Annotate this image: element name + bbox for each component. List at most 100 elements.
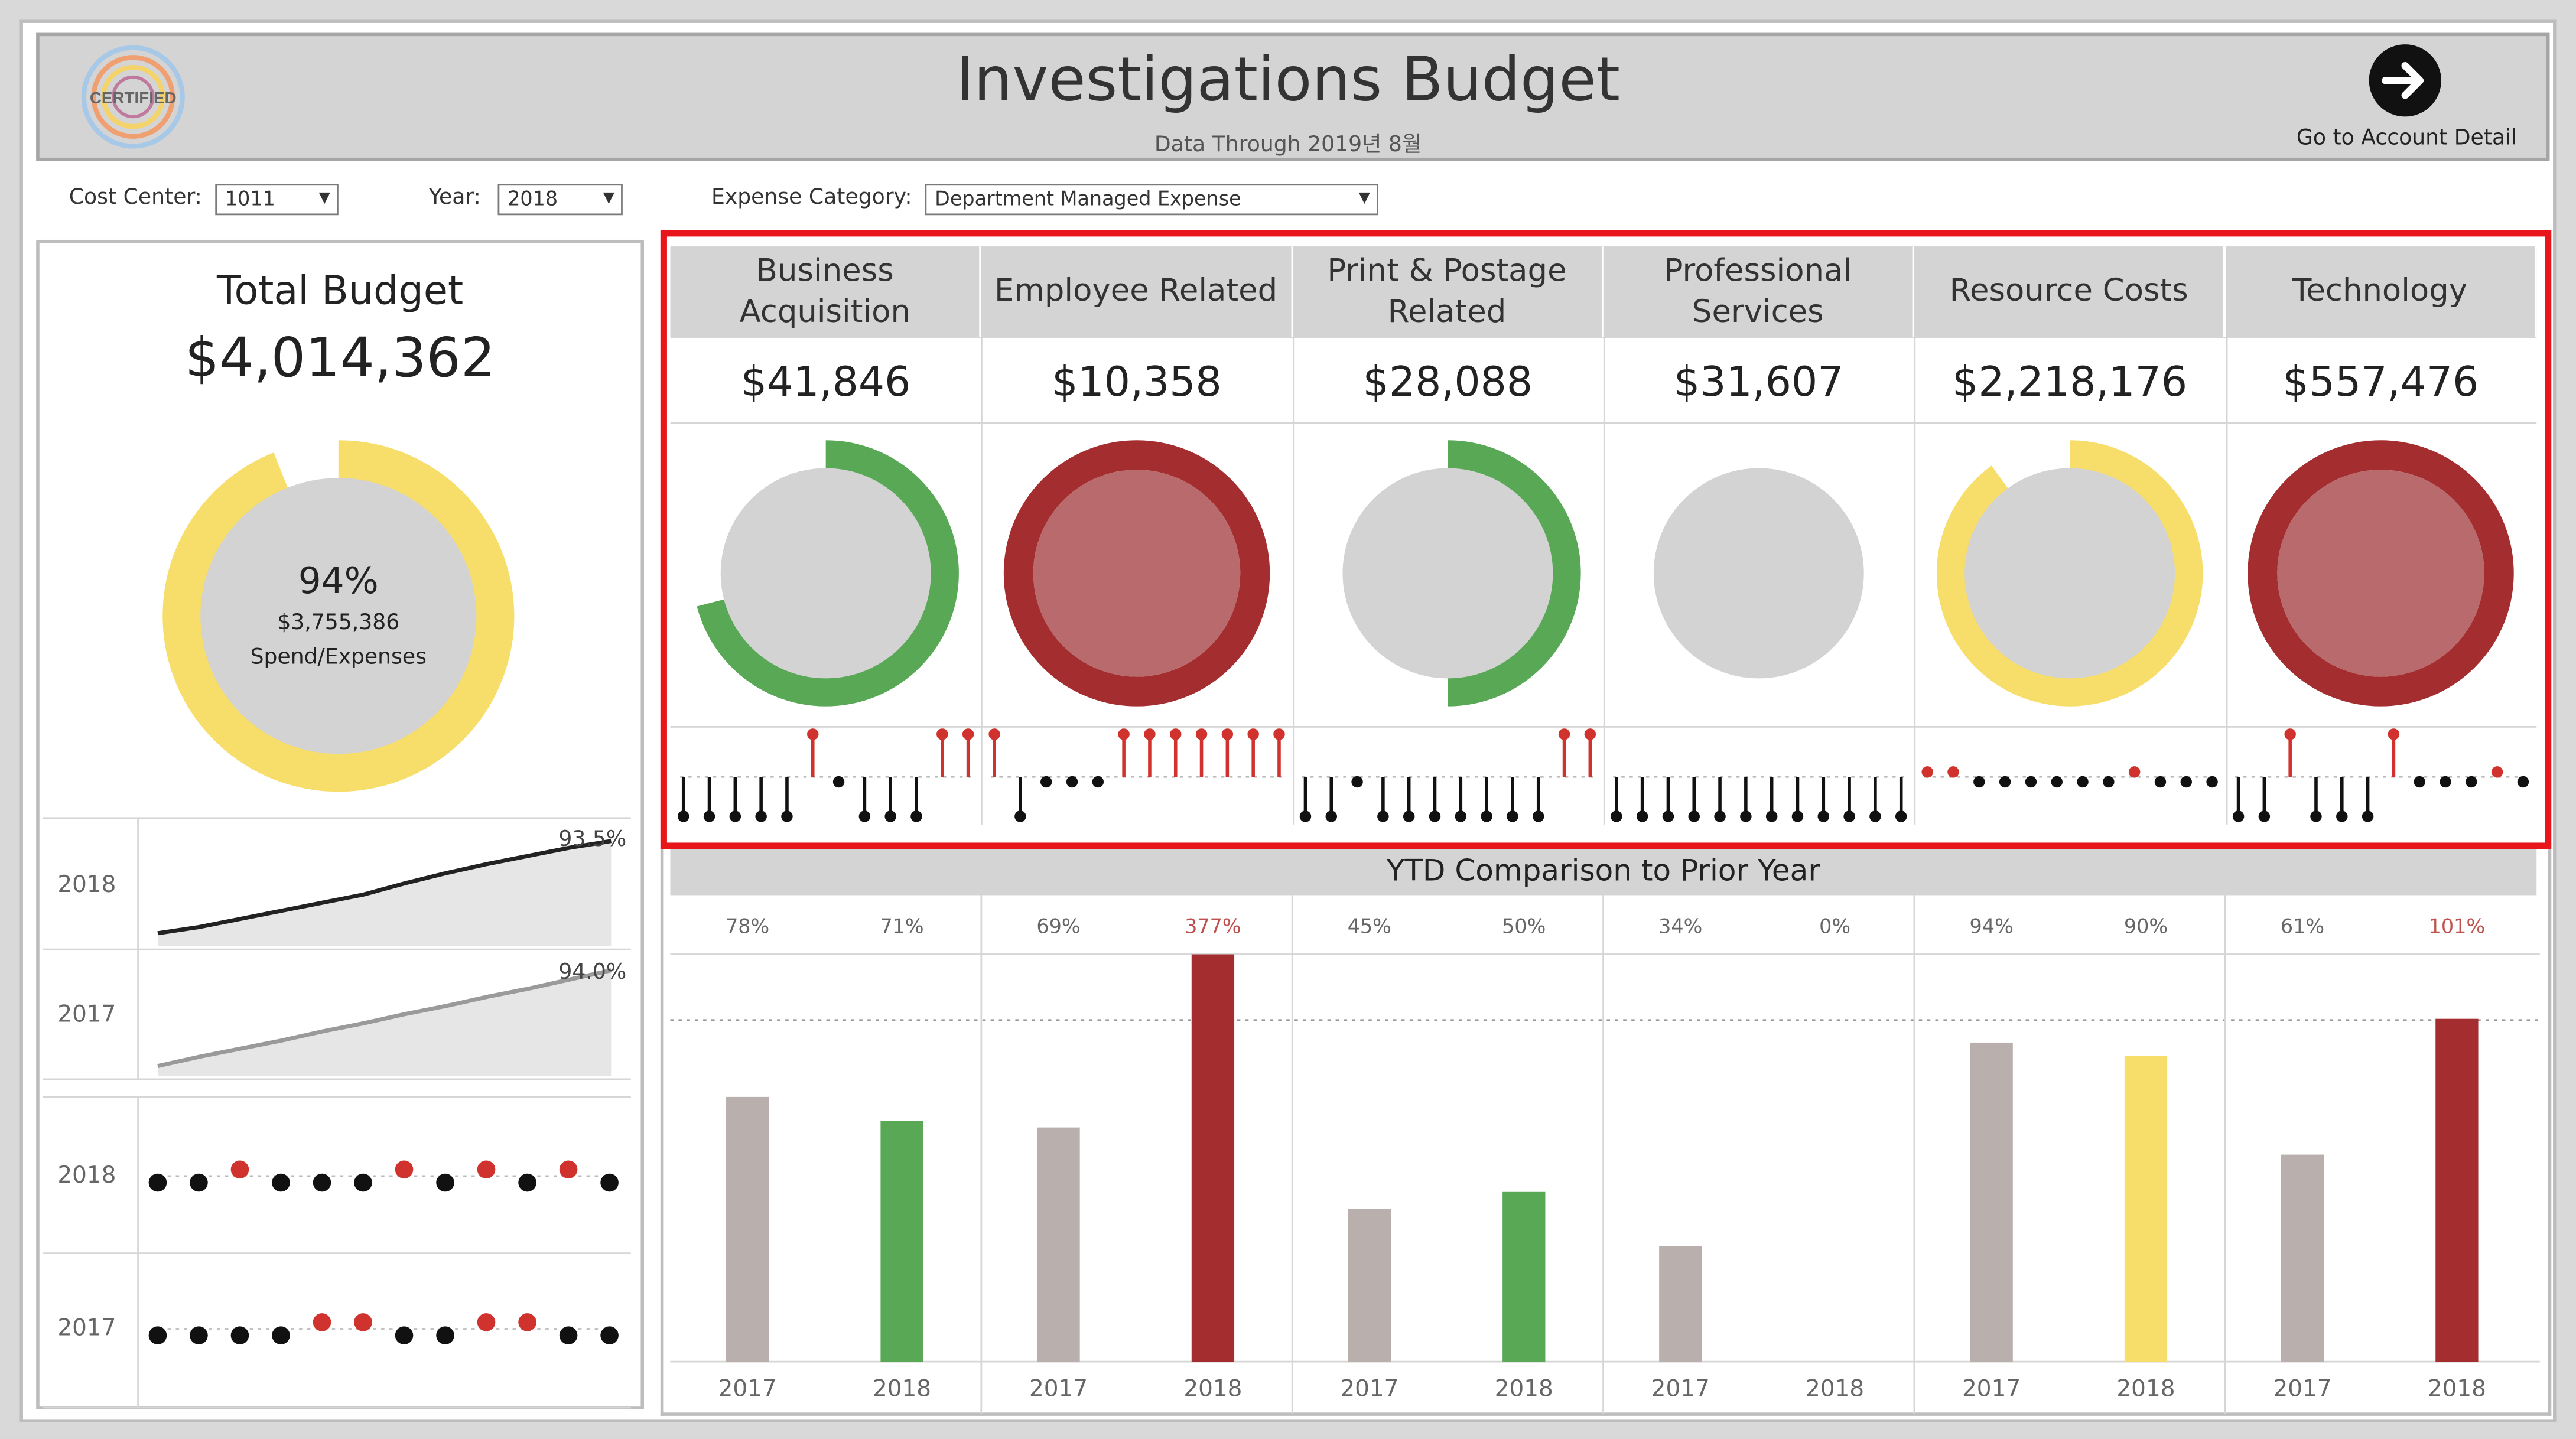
total-budget-chart-area [43,440,631,1409]
monthly-dot [354,1173,372,1192]
lollipop-head [2103,776,2115,788]
ytd-year-label: 2018 [1183,1376,1243,1403]
category-ring [1936,440,2203,707]
ytd-year-label: 2018 [2116,1376,2175,1403]
svg-text:CERTIFIED: CERTIFIED [90,89,177,107]
trend-line [157,968,612,1069]
monthly-dot [395,1326,414,1344]
ytd-bar [726,1096,769,1362]
total-spend-amount: $3,755,386 [277,611,400,636]
lollipop-head [1584,728,1596,740]
ytd-percent-label: 34% [1658,914,1703,938]
ytd-percent-label: 69% [1036,914,1081,938]
lollipop-head [1921,766,1933,778]
lollipop-head [677,810,689,822]
lollipop-head [1869,810,1881,822]
lollipop-head [1947,766,1959,778]
lollipop-head [1247,728,1259,740]
lollipop-head [729,810,741,822]
ytd-percent-label: 78% [726,914,770,938]
category-header: Technology [2225,246,2536,337]
arrow-right-circle-icon [2369,44,2441,117]
ytd-bar [1348,1209,1391,1362]
ytd-percent-label: 50% [1502,914,1546,938]
lollipop-head [755,810,767,822]
category-donut-center [1342,468,1553,679]
lollipop-head [1973,776,1985,788]
year-value: 2018 [508,187,558,210]
ytd-percent-label: 0% [1819,914,1851,938]
monthly-dot [313,1173,331,1192]
total-budget-ring [162,440,515,792]
monthly-dot [395,1160,414,1179]
ytd-year-label: 2018 [1494,1376,1553,1403]
column-separator [2225,337,2227,825]
category-ring [1003,440,1270,707]
monthly-dot [190,1326,208,1344]
ytd-title: YTD Comparison to Prior Year [1386,854,1820,889]
lollipop-head [832,776,845,788]
ytd-year-label: 2018 [1806,1376,1865,1403]
monthly-dot [477,1313,496,1331]
lollipop-head [936,728,948,740]
trend-end-label-2018: 93.5% [558,828,627,853]
monthly-dot [148,1326,167,1344]
monthly-dot [518,1313,536,1331]
lollipop-head [2517,776,2529,788]
lollipop-head [1325,810,1338,822]
cost-center-label: Cost Center: [69,185,202,210]
lollipop-head [1377,810,1389,822]
lollipop-head [1740,810,1752,822]
year-select[interactable]: 2018 ▼ [497,184,623,216]
category-summary-highlight [660,230,2552,849]
category-budget: $31,607 [1673,357,1844,405]
ytd-percent-label: 90% [2123,914,2168,938]
category-budget: $557,476 [2282,357,2479,405]
category-header: Employee Related [981,246,1293,337]
lollipop-head [1429,810,1441,822]
chevron-down-icon: ▼ [318,190,330,207]
ytd-title-bar [670,849,2537,896]
monthly-dot [272,1173,290,1192]
column-separator [1603,337,1605,825]
ytd-bar [2281,1154,2324,1362]
total-budget-amount: $4,014,362 [184,325,496,390]
lollipop-head [2414,776,2425,788]
lollipop-head [962,728,974,740]
category-ring [1448,440,1581,707]
monthly-dot [230,1326,249,1344]
category-donut-center [720,468,931,679]
ytd-year-label: 2017 [2273,1376,2332,1403]
lollipop-head [2388,728,2400,740]
category-header: Business Acquisition [670,246,981,337]
category-ring [697,440,959,707]
monthly-dot [313,1313,331,1331]
cost-center-select[interactable]: 1011 ▼ [215,184,339,216]
trend-end-label-2017: 94.0% [558,961,627,986]
lollipop-head [2025,776,2037,788]
lollipop-head [2051,776,2063,788]
lollipop-head [781,810,793,822]
go-to-account-detail-button[interactable]: Go to Account Detail [2284,40,2530,158]
ytd-bar [1970,1042,2013,1362]
lollipop-head [1144,728,1156,740]
ytd-year-label: 2017 [1962,1376,2021,1403]
lollipop-head [1558,728,1570,740]
lollipop-head [1092,776,1104,788]
ytd-percent-label: 377% [1185,914,1241,938]
expense-category-select[interactable]: Department Managed Expense ▼ [925,184,1378,216]
total-budget-donut-center [200,478,477,754]
data-through-subtitle: Data Through 2019년 8월 [1154,133,1422,158]
ytd-year-label: 2017 [1029,1376,1088,1403]
row-separator [670,726,2537,728]
ytd-bar [880,1121,923,1362]
monthly-dot [600,1326,619,1344]
monthly-dot [559,1326,578,1344]
lollipop-head [1532,810,1544,822]
ytd-percent-label: 71% [880,914,924,938]
lollipop-head [1014,810,1026,822]
cost-center-value: 1011 [225,187,275,210]
category-header: Print & Postage Related [1292,246,1604,337]
lollipop-head [1403,810,1415,822]
